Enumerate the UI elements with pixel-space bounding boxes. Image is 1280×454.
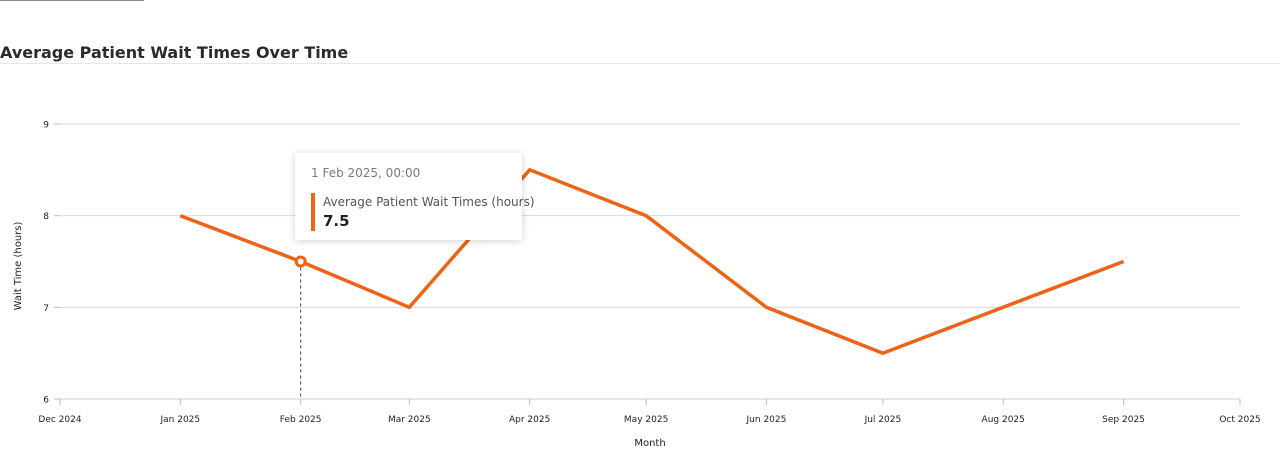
gridlines (60, 123, 1240, 308)
data-point[interactable] (764, 305, 768, 309)
data-point[interactable] (178, 214, 182, 218)
y-tick-label: 7 (43, 304, 49, 314)
data-point[interactable] (1001, 305, 1005, 309)
x-tick-label: Jan 2025 (160, 415, 201, 425)
data-point[interactable] (1122, 260, 1126, 264)
chart-title: Average Patient Wait Times Over Time (0, 43, 349, 62)
x-tick-label: Feb 2025 (280, 415, 322, 425)
tooltip-series-color-bar (311, 193, 315, 231)
data-point[interactable] (407, 305, 411, 309)
x-tick-label: Dec 2024 (38, 415, 81, 425)
x-tick-label: Aug 2025 (982, 415, 1025, 425)
x-tick-label: Sep 2025 (1102, 415, 1145, 425)
x-tick-label: Mar 2025 (388, 415, 431, 425)
axes (54, 123, 1241, 405)
series (178, 167, 1126, 356)
data-point[interactable] (881, 351, 885, 355)
data-point[interactable] (644, 214, 648, 218)
tooltip-series-name: Average Patient Wait Times (hours) (323, 195, 535, 209)
x-tick-label: May 2025 (624, 415, 668, 425)
x-tick-label: Jun 2025 (746, 415, 787, 425)
y-tick-label: 9 (43, 121, 49, 131)
y-tick-label: 8 (43, 212, 49, 222)
y-axis-label: Wait Time (hours) (13, 221, 24, 310)
x-axis-label: Month (634, 438, 665, 449)
title-divider (0, 63, 1280, 64)
y-tick-label: 6 (43, 396, 49, 406)
x-tick-label: Oct 2025 (1219, 415, 1260, 425)
top-rule (0, 0, 144, 1)
series-line[interactable] (179, 167, 1125, 356)
x-tick-label: Jul 2025 (864, 415, 902, 425)
tooltip: 1 Feb 2025, 00:00 Average Patient Wait T… (295, 153, 535, 240)
y-tick-labels: 6 7 8 9 (43, 121, 49, 406)
x-tick-label: Apr 2025 (509, 415, 550, 425)
tooltip-date: 1 Feb 2025, 00:00 (311, 166, 421, 180)
hover-marker[interactable] (294, 255, 307, 268)
data-point[interactable] (528, 168, 532, 172)
x-tick-labels: Dec 2024 Jan 2025 Feb 2025 Mar 2025 Apr 2025… (38, 415, 1260, 425)
tooltip-value: 7.5 (323, 212, 350, 230)
